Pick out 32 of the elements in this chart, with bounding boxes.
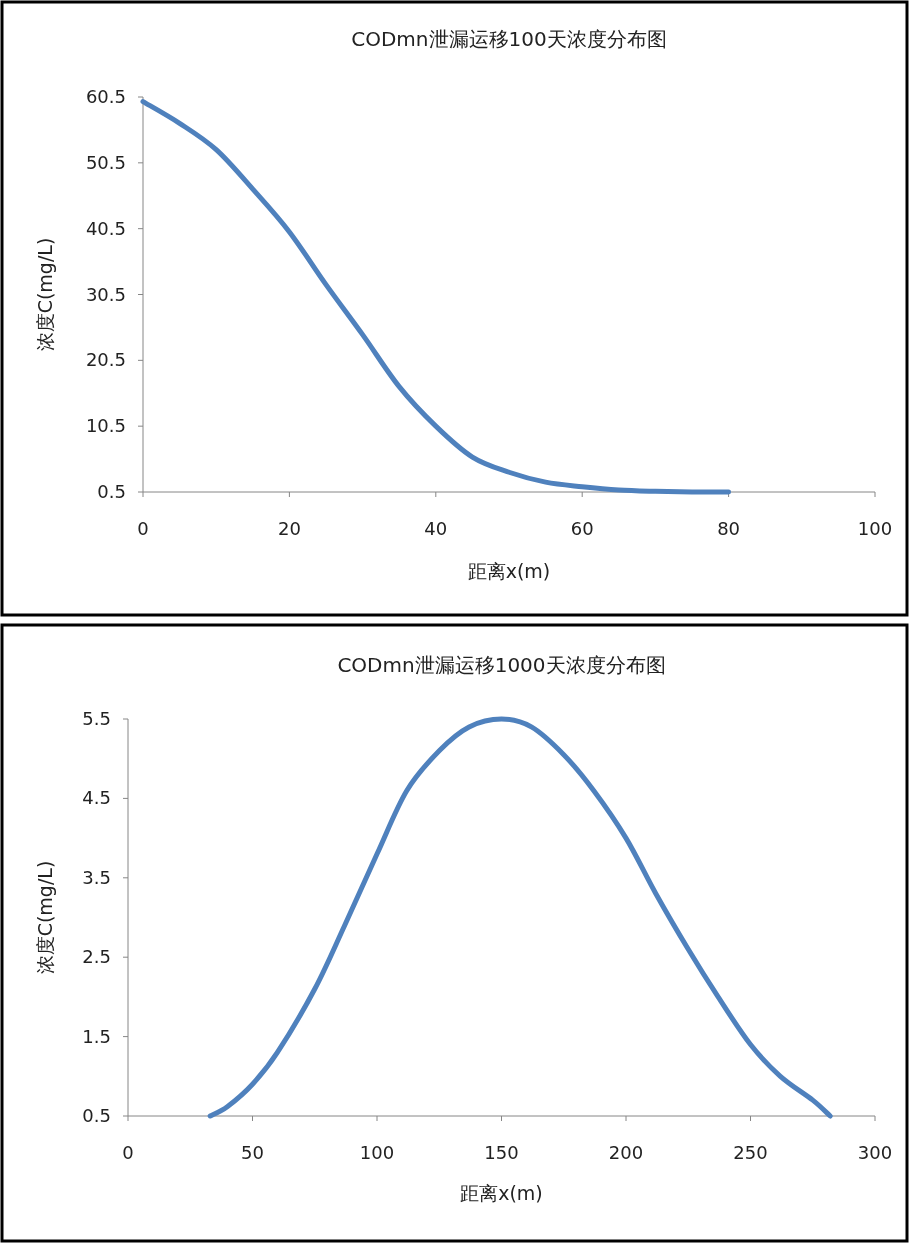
y-tick-label: 20.5 <box>85 349 126 371</box>
x-tick-label: 50 <box>241 1142 264 1163</box>
y-tick-label: 1.5 <box>82 1025 111 1047</box>
y-tick-label: 40.5 <box>85 217 126 239</box>
x-tick-label: 60 <box>570 518 594 539</box>
y-tick-label: 5.5 <box>82 708 111 729</box>
x-tick-label: 100 <box>857 518 893 539</box>
y-tick-label: 0.5 <box>82 1105 111 1126</box>
x-tick-label: 40 <box>424 518 448 539</box>
x-tick-label: 0 <box>122 1142 134 1163</box>
x-tick-label: 100 <box>359 1142 395 1163</box>
chart-title: CODmn泄漏运移1000天浓度分布图 <box>337 653 666 677</box>
x-axis-title: 距离x(m) <box>460 1182 543 1204</box>
y-tick-label: 2.5 <box>82 946 111 968</box>
y-tick-label: 50.5 <box>85 151 126 173</box>
x-tick-label: 150 <box>484 1142 519 1163</box>
x-tick-label: 200 <box>608 1142 644 1163</box>
y-tick-label: 60.5 <box>85 86 126 107</box>
x-tick-label: 80 <box>717 518 741 539</box>
y-tick-label: 30.5 <box>85 283 126 305</box>
y-axis-title: 浓度C(mg/L) <box>34 237 56 352</box>
x-tick-label: 300 <box>857 1142 893 1163</box>
x-axis-title: 距离x(m) <box>467 560 551 582</box>
x-tick-label: 250 <box>733 1142 768 1163</box>
y-tick-label: 10.5 <box>85 415 126 437</box>
x-tick-label: 0 <box>137 518 149 539</box>
x-tick-label: 20 <box>277 518 301 539</box>
y-tick-label: 0.5 <box>97 481 126 502</box>
y-axis-title: 浓度C(mg/L) <box>34 860 56 975</box>
chart-title: CODmn泄漏运移100天浓度分布图 <box>351 27 667 51</box>
y-tick-label: 3.5 <box>82 866 111 888</box>
y-tick-label: 4.5 <box>82 787 111 809</box>
